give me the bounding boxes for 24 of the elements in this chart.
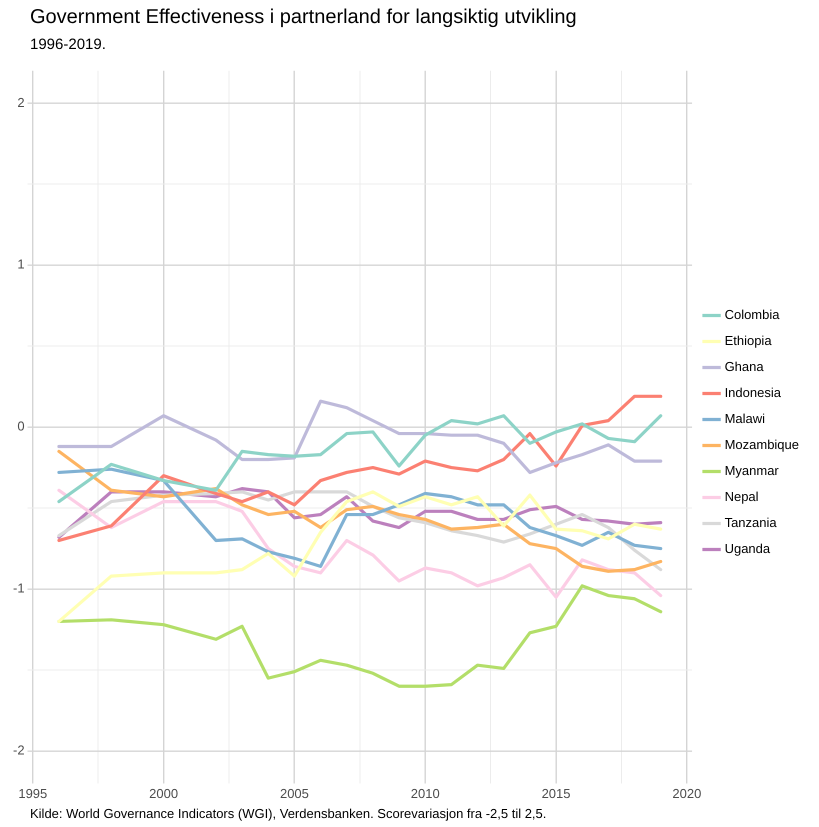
legend-label: Mozambique bbox=[724, 437, 800, 452]
x-tick-label: 2005 bbox=[280, 786, 309, 801]
x-tick-label: 2000 bbox=[149, 786, 178, 801]
y-tick-label: 1 bbox=[17, 256, 25, 272]
legend-label: Colombia bbox=[724, 307, 780, 322]
y-tick-label: 2 bbox=[17, 94, 25, 110]
legend-label: Ghana bbox=[724, 359, 764, 374]
legend-label: Myanmar bbox=[724, 463, 780, 478]
legend-label: Nepal bbox=[724, 489, 759, 504]
chart-title: Government Effectiveness i partnerland for langsiktig utvikling bbox=[30, 6, 577, 29]
legend-label: Indonesia bbox=[724, 385, 782, 400]
y-tick-label: 0 bbox=[17, 418, 25, 434]
legend-label: Malawi bbox=[724, 411, 766, 426]
y-tick-label: -1 bbox=[12, 580, 25, 596]
y-tick-label: -2 bbox=[12, 742, 25, 758]
text: Kilde: World Governance Indicators (WGI), Verdensbanken. Scorevariasjon fra -2,5 til 2,5. bbox=[30, 806, 546, 821]
x-tick-label: 2015 bbox=[542, 786, 570, 801]
x-tick-label: 2010 bbox=[410, 786, 440, 801]
x-tick-label: 2020 bbox=[672, 786, 702, 801]
chart-subtitle: 1996-2019. bbox=[30, 36, 106, 53]
x-tick-label: 1995 bbox=[18, 786, 48, 801]
legend-label: Tanzania bbox=[724, 515, 778, 530]
legend-label: Uganda bbox=[724, 541, 771, 556]
legend-label: Ethiopia bbox=[724, 333, 772, 348]
